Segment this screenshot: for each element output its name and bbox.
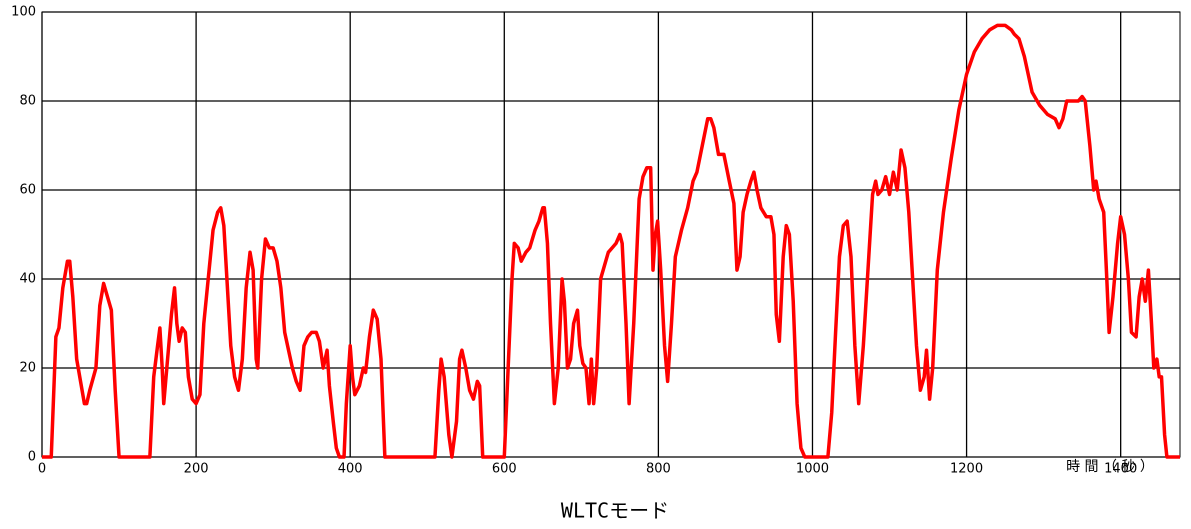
chart-title: WLTCモード: [561, 499, 669, 523]
x-tick-label: 1200: [950, 462, 983, 477]
y-tick-label: 0: [28, 450, 36, 465]
x-tick-label: 1400: [1104, 462, 1137, 477]
x-tick-label: 400: [338, 462, 363, 477]
y-tick-label: 40: [19, 272, 36, 287]
x-tick-label: 1000: [796, 462, 829, 477]
y-tick-label: 100: [11, 5, 36, 20]
y-tick-label: 80: [19, 94, 36, 109]
x-axis-label: 時 間 （ 秒 ）: [1066, 459, 1154, 475]
y-tick-label: 60: [19, 183, 36, 198]
x-tick-label: 200: [184, 462, 209, 477]
y-tick-label: 20: [19, 361, 36, 376]
x-tick-label: 0: [38, 462, 46, 477]
x-tick-label: 600: [492, 462, 517, 477]
x-tick-label: 800: [646, 462, 671, 477]
line-series: [42, 23, 1180, 459]
